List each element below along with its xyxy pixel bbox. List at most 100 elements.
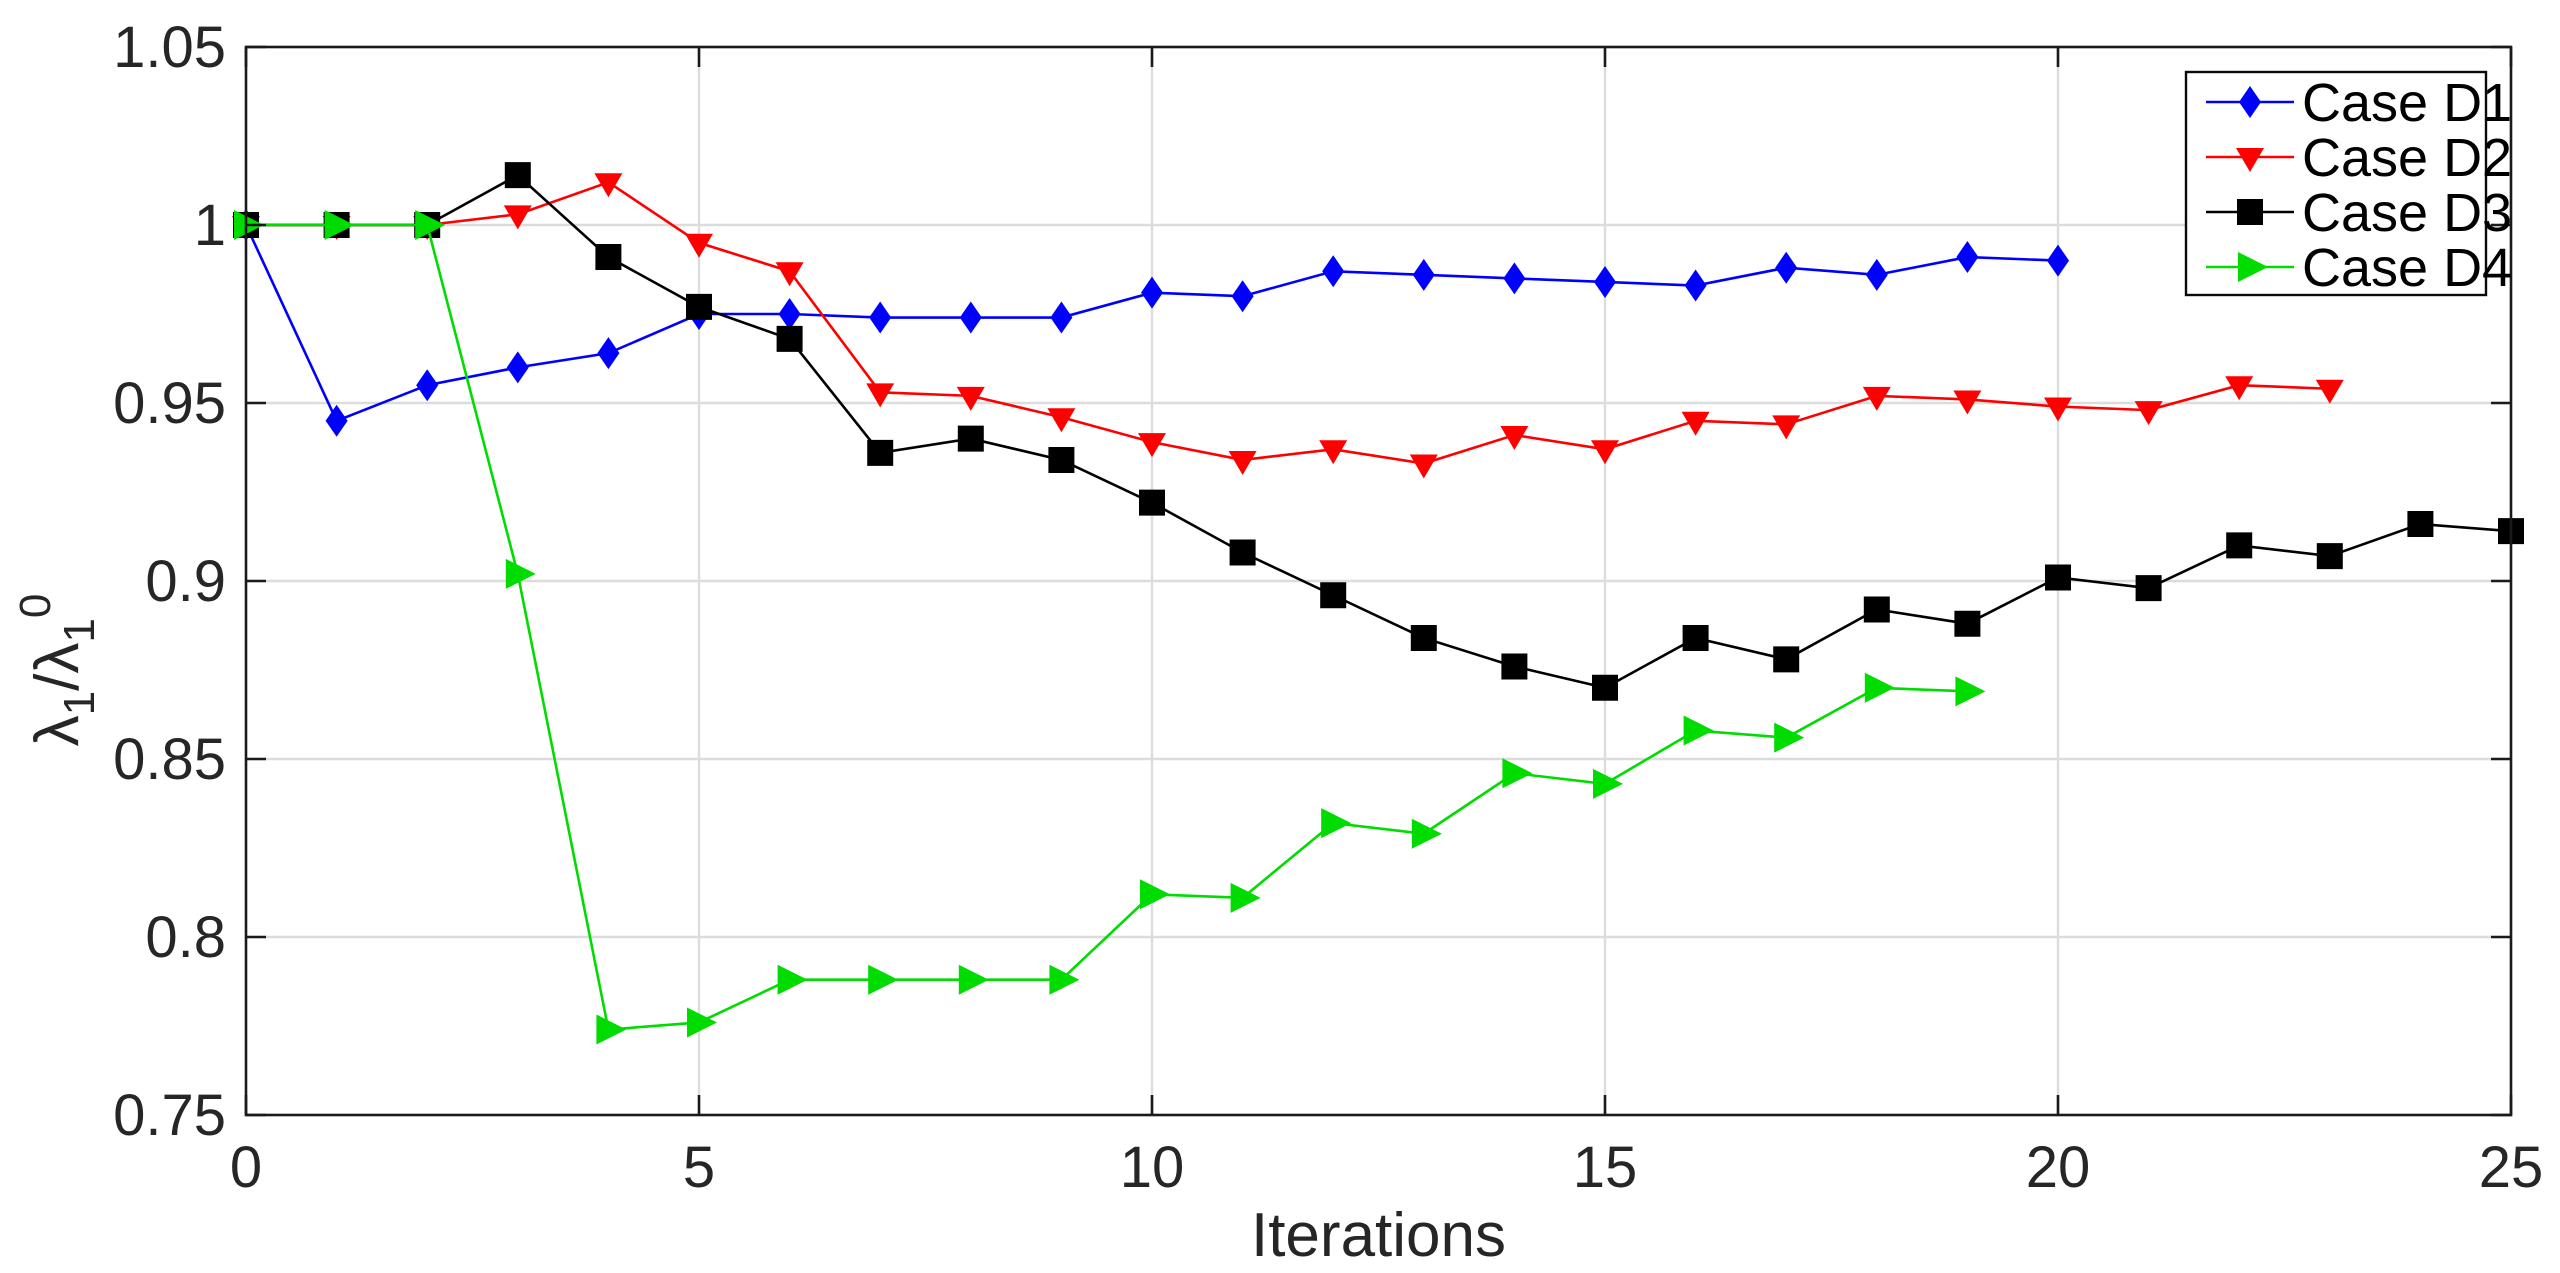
marker-case-d4-8: [958, 964, 989, 995]
marker-case-d2-10: [1138, 433, 1166, 458]
marker-case-d4-9: [1049, 964, 1080, 995]
marker-case-d2-9: [1047, 408, 1076, 433]
series-case-d2: [232, 173, 2344, 479]
marker-case-d1-20: [2047, 244, 2069, 277]
tick-label-y-0.85: 0.85: [113, 727, 226, 792]
legend-label-case-d1: Case D1: [2302, 73, 2512, 133]
tick-label-x-0: 0: [230, 1135, 262, 1200]
legend-marker-case-d4-icon: [2238, 252, 2268, 282]
marker-case-d3-22: [2226, 532, 2253, 559]
marker-case-d3-12: [1320, 582, 1347, 609]
marker-case-d3-23: [2316, 543, 2343, 570]
axes: [244, 45, 2513, 1117]
marker-case-d4-19: [1955, 676, 1986, 707]
marker-case-d2-11: [1228, 450, 1257, 475]
legend-item-case-d1: Case D1: [2206, 73, 2512, 133]
marker-case-d1-8: [959, 301, 982, 334]
marker-case-d3-4: [595, 244, 622, 271]
marker-case-d3-17: [1773, 646, 1800, 673]
marker-case-d3-21: [2135, 575, 2162, 602]
marker-case-d3-24: [2407, 511, 2434, 538]
x-axis-label: Iterations: [1251, 1201, 1506, 1270]
marker-case-d3-15: [1592, 674, 1618, 701]
legend-label-case-d4: Case D4: [2302, 238, 2512, 298]
marker-case-d2-18: [1862, 386, 1891, 411]
marker-case-d4-1: [324, 210, 355, 240]
marker-case-d2-15: [1591, 440, 1619, 465]
marker-case-d3-3: [504, 162, 531, 189]
marker-case-d2-5: [685, 233, 713, 258]
marker-case-d2-20: [2044, 397, 2072, 422]
marker-case-d2-19: [1953, 390, 1982, 415]
marker-case-d1-19: [1956, 241, 1979, 274]
marker-case-d3-7: [867, 439, 894, 466]
marker-case-d4-11: [1230, 882, 1261, 913]
marker-case-d2-8: [956, 386, 985, 411]
legend-marker-case-d1-icon: [2239, 86, 2261, 118]
marker-case-d4-15: [1593, 768, 1623, 799]
tick-label-y-0.95: 0.95: [113, 371, 226, 436]
marker-case-d2-21: [2134, 401, 2163, 426]
marker-case-d1-11: [1231, 280, 1254, 313]
marker-case-d4-16: [1683, 715, 1714, 746]
marker-case-d4-13: [1411, 818, 1442, 849]
marker-case-d4-7: [868, 964, 899, 995]
series-markers-case-d2: [232, 173, 2344, 479]
marker-case-d3-16: [1682, 624, 1709, 651]
marker-case-d3-14: [1501, 653, 1528, 680]
series-line-case-d2: [246, 180, 2330, 465]
marker-case-d2-16: [1681, 411, 1710, 436]
marker-case-d4-18: [1864, 672, 1895, 703]
marker-case-d3-20: [2045, 564, 2071, 591]
tick-label-y-1.05: 1.05: [113, 15, 226, 80]
marker-case-d3-6: [776, 325, 803, 352]
grid: [246, 47, 2511, 1115]
marker-case-d3-8: [957, 425, 984, 452]
tick-labels: 0 5 10 15 20 25 0.75 0.8 0.85 0.9 0.95 1 1.05: [113, 15, 2543, 1200]
legend-item-case-d2: Case D2: [2206, 128, 2512, 188]
marker-case-d4-12: [1321, 808, 1352, 839]
marker-case-d2-22: [2225, 376, 2254, 401]
series-line-case-d4: [246, 223, 1968, 1031]
marker-case-d1-1: [325, 404, 348, 437]
tick-label-y-0.9: 0.9: [145, 549, 226, 614]
marker-case-d1-13: [1412, 258, 1435, 291]
tick-label-x-20: 20: [2026, 1135, 2091, 1200]
marker-case-d4-5: [687, 1007, 717, 1038]
marker-case-d3-5: [686, 293, 712, 320]
marker-case-d2-3: [503, 205, 532, 230]
marker-case-d2-23: [2315, 379, 2344, 404]
marker-case-d4-14: [1502, 758, 1533, 789]
marker-case-d2-12: [1319, 440, 1348, 465]
marker-case-d1-14: [1503, 262, 1526, 295]
legend-item-case-d3: Case D3: [2206, 183, 2512, 243]
marker-case-d4-4: [596, 1014, 627, 1045]
marker-case-d1-2: [416, 369, 439, 402]
marker-case-d3-10: [1139, 489, 1165, 516]
marker-case-d1-15: [1594, 265, 1616, 298]
marker-case-d1-7: [869, 301, 892, 334]
tick-label-y-0.75: 0.75: [113, 1083, 226, 1148]
series-case-d4: [234, 210, 1986, 1045]
marker-case-d2-17: [1772, 415, 1801, 440]
marker-case-d4-17: [1774, 722, 1805, 753]
marker-case-d2-7: [866, 383, 895, 408]
legend-item-case-d4: Case D4: [2206, 238, 2512, 298]
y-axis-label: λ1/λ10: [11, 594, 104, 747]
marker-case-d4-2: [415, 210, 446, 240]
marker-case-d1-3: [506, 351, 529, 384]
legend-marker-case-d2-icon: [2236, 148, 2264, 172]
tick-label-x-15: 15: [1573, 1135, 1638, 1200]
marker-case-d3-19: [1954, 610, 1981, 637]
tick-label-x-25: 25: [2479, 1135, 2544, 1200]
legend-marker-case-d3-icon: [2237, 199, 2263, 225]
tick-label-x-10: 10: [1120, 1135, 1185, 1200]
marker-case-d1-6: [778, 298, 801, 330]
marker-case-d4-6: [777, 964, 808, 995]
series-line-case-d3: [246, 173, 2512, 690]
legend-label-case-d3: Case D3: [2302, 183, 2512, 243]
marker-case-d1-10: [1141, 276, 1163, 309]
